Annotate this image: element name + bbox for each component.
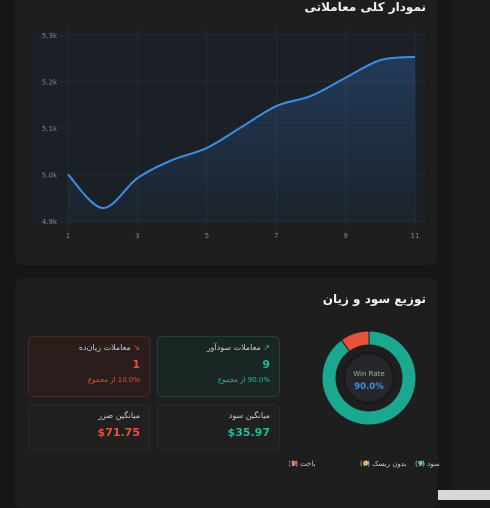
panel-title: توزیع سود و زیان (322, 292, 426, 306)
card-value: 1 (132, 358, 140, 371)
legend-dot (363, 460, 369, 466)
x-tick-label: 11 (411, 232, 420, 240)
loss-icon: ↘ (130, 343, 140, 352)
x-tick-label: 1 (66, 232, 70, 240)
right-column (452, 0, 490, 500)
card-label: میانگین سود (228, 411, 270, 420)
x-tick-label: 9 (343, 232, 347, 240)
card-note: 10.0% از مجموع (87, 376, 140, 384)
legend-label: باخت (1) (289, 460, 315, 468)
center-label: Win Rate (353, 370, 384, 378)
card-label: ↘ معاملات زیان‌ده (38, 343, 140, 352)
legend-dot (418, 460, 424, 466)
card-value: 9 (262, 358, 270, 371)
y-tick-label: 5.1k (42, 125, 58, 133)
card-note: 90.0% از مجموع (217, 376, 270, 384)
donut-slice (321, 330, 417, 426)
y-tick-label: 4.9k (42, 218, 58, 226)
card-value: $35.97 (227, 426, 270, 439)
legend-label: سود (9) (415, 460, 440, 468)
stat-card: ↘ معاملات زیان‌ده 1 10.0% از مجموع (28, 336, 150, 397)
line (67, 55, 416, 209)
line-chart: 4.9k 5.0k 5.1k 5.2k 5.3k 1 3 5 7 9 11 (41, 30, 425, 240)
bottom-corner (430, 490, 490, 500)
line-area (68, 56, 415, 222)
card-label-text: معاملات سودآور (206, 343, 261, 352)
x-tick-label: 3 (135, 232, 139, 240)
profit-icon: ↗ (260, 343, 270, 352)
legend-dot (291, 460, 297, 466)
panel-title: نمودار کلی معاملاتی (304, 0, 426, 14)
card-label: میانگین ضرر (98, 411, 140, 420)
legend-label: بدون ریسک (0) (360, 460, 406, 468)
donut-slice (340, 330, 370, 353)
stat-card: ↗ معاملات سودآور 9 90.0% از مجموع (157, 336, 280, 397)
x-tick-label: 5 (205, 232, 209, 240)
card-value: $71.75 (97, 426, 140, 439)
card-label: ↗ معاملات سودآور (167, 343, 270, 352)
donut-center (342, 351, 396, 405)
donut-chart: Win Rate 90.0% سود (9) بدون ریسک (0) باخت (1… (289, 330, 440, 468)
y-tick-label: 5.3k (42, 32, 58, 40)
y-tick-label: 5.0k (42, 172, 58, 180)
center-value: 90.0% (354, 382, 384, 392)
card-label-text: معاملات زیان‌ده (78, 343, 131, 352)
x-tick-label: 7 (274, 232, 278, 240)
stat-card: میانگین سود $35.97 (157, 404, 280, 450)
y-tick-label: 5.2k (42, 79, 58, 87)
stat-card: میانگین ضرر $71.75 (28, 404, 150, 450)
